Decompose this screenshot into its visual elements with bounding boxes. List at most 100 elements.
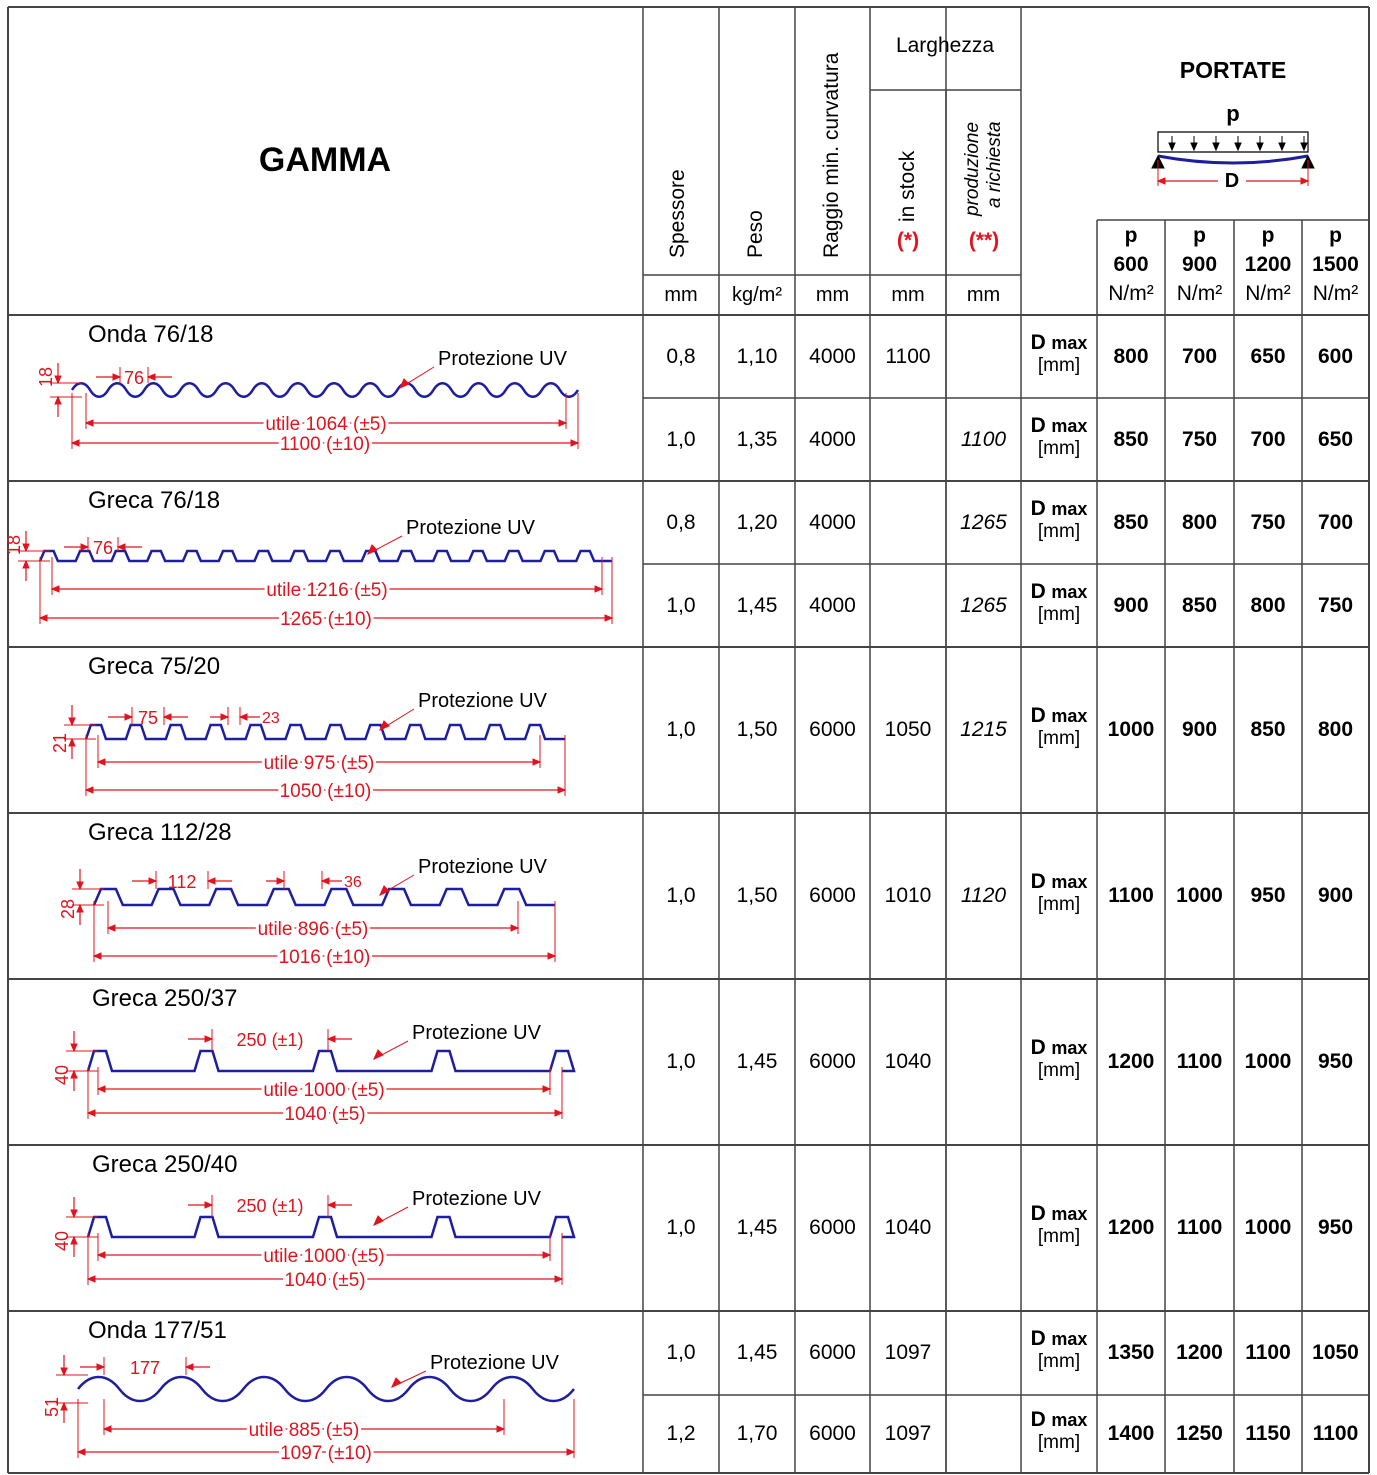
produzione-mark: (**) bbox=[968, 229, 1000, 252]
dimension-arrowhead bbox=[84, 419, 94, 427]
pitch-dimension: 76 bbox=[124, 368, 144, 388]
dmax-label: D max [mm] bbox=[1030, 1036, 1088, 1082]
total-dimension: 1016 (±10) bbox=[279, 947, 371, 968]
peso-value: 1,10 bbox=[736, 344, 778, 368]
richiesta-width-value bbox=[946, 979, 1021, 1145]
load-value: 750 bbox=[1317, 593, 1354, 617]
load-value: 950 bbox=[1250, 884, 1286, 907]
unit-3: mm bbox=[891, 283, 925, 306]
load-value: 600 bbox=[1317, 344, 1354, 368]
load-value: 1150 bbox=[1245, 1422, 1291, 1445]
load-value: 1350 bbox=[1107, 1341, 1155, 1364]
load-value: 750 bbox=[1250, 510, 1286, 534]
profile-shape-1 bbox=[38, 549, 612, 563]
portate-title: PORTATE bbox=[1179, 56, 1287, 83]
beam-load-box bbox=[1157, 131, 1309, 153]
dimension-arrowhead bbox=[76, 903, 84, 913]
dimension-arrowhead bbox=[1156, 177, 1166, 185]
load-value: 1050 bbox=[1312, 1341, 1359, 1364]
dimension-arrowhead bbox=[70, 1043, 78, 1053]
dimension-arrowhead bbox=[112, 373, 122, 381]
stock-width-value bbox=[870, 398, 946, 481]
height-dimension: 28 bbox=[58, 899, 78, 919]
dimension-arrowhead bbox=[570, 439, 580, 447]
load-value: 1100 bbox=[1312, 1422, 1359, 1445]
profile-shape-4 bbox=[86, 1049, 576, 1073]
load-value: 700 bbox=[1250, 427, 1286, 451]
load-value: 1000 bbox=[1244, 1050, 1292, 1073]
peso-value: 1,35 bbox=[736, 427, 778, 451]
dimension-arrowhead bbox=[68, 737, 76, 747]
dimension-arrowhead bbox=[1300, 142, 1308, 152]
load-value: 1200 bbox=[1107, 1050, 1155, 1073]
raggio-value: 6000 bbox=[809, 1216, 856, 1239]
dimension-arrowhead bbox=[96, 1085, 106, 1093]
product-name: Greca 76/18 bbox=[88, 487, 221, 514]
spessore-value: 1,0 bbox=[666, 1216, 696, 1239]
load-value: 900 bbox=[1181, 718, 1218, 741]
uv-leader-arrow bbox=[399, 378, 410, 389]
peso-value: 1,50 bbox=[736, 884, 778, 907]
dimension-arrowhead bbox=[238, 713, 248, 721]
raggio-value: 4000 bbox=[809, 427, 856, 451]
raggio-value: 4000 bbox=[809, 510, 856, 534]
dimension-arrowhead bbox=[184, 1363, 194, 1371]
dimension-arrowhead bbox=[594, 585, 604, 593]
stock-width-value bbox=[870, 481, 946, 564]
pitch-dimension: 250 (±1) bbox=[237, 1196, 304, 1216]
stock-width-value: 1100 bbox=[885, 344, 931, 368]
raggio-value: 6000 bbox=[809, 1341, 856, 1364]
height-dimension: 40 bbox=[52, 1231, 72, 1251]
dimension-arrowhead bbox=[1234, 142, 1242, 152]
uv-protection-label: Protezione UV bbox=[418, 690, 548, 712]
stock-width-value: 1040 bbox=[884, 1216, 932, 1239]
dimension-arrowhead bbox=[38, 614, 48, 622]
dmax-label: D max [mm] bbox=[1030, 1202, 1088, 1248]
dimension-arrowhead bbox=[54, 375, 62, 385]
dimension-arrowhead bbox=[326, 1035, 336, 1043]
beam-diagram-d: D bbox=[1218, 168, 1246, 194]
total-dimension: 1040 (±5) bbox=[284, 1270, 365, 1291]
dimension-arrowhead bbox=[206, 877, 216, 885]
dimension-arrowhead bbox=[76, 881, 84, 891]
profile-shape-5 bbox=[86, 1215, 576, 1239]
dimension-arrowhead bbox=[148, 877, 158, 885]
dimension-arrowhead bbox=[542, 1251, 552, 1259]
dmax-label: D max [mm] bbox=[1030, 496, 1088, 542]
stock-width-value: 1097 bbox=[884, 1422, 932, 1445]
utile-dimension: utile 885 (±5) bbox=[249, 1420, 360, 1441]
dimension-arrowhead bbox=[60, 1401, 68, 1411]
unit-2: mm bbox=[815, 283, 850, 306]
utile-dimension: utile 896 (±5) bbox=[258, 919, 369, 940]
load-value: 650 bbox=[1317, 427, 1354, 451]
dimension-arrowhead bbox=[96, 1363, 106, 1371]
peso-value: 1,20 bbox=[736, 510, 778, 534]
product-name: Greca 250/40 bbox=[92, 1151, 238, 1178]
dimension-arrowhead bbox=[566, 1448, 576, 1456]
load-value: 900 bbox=[1317, 884, 1354, 907]
dimension-arrowhead bbox=[68, 717, 76, 727]
profile-shape-2 bbox=[84, 723, 565, 741]
dimension-arrowhead bbox=[22, 543, 30, 553]
pitch-dimension: 76 bbox=[93, 538, 113, 558]
dimension-arrowhead bbox=[542, 1085, 552, 1093]
load-header-900: p 900 N/m² bbox=[1176, 224, 1223, 305]
richiesta-width-value bbox=[946, 315, 1021, 398]
raggio-value: 6000 bbox=[809, 1422, 856, 1445]
unit-0: mm bbox=[664, 283, 698, 306]
richiesta-width-value bbox=[946, 1145, 1021, 1311]
richiesta-width-value: 1215 bbox=[960, 718, 1007, 741]
dimension-arrowhead bbox=[532, 758, 542, 766]
uv-protection-label: Protezione UV bbox=[438, 348, 568, 370]
profile-shape-6 bbox=[77, 1375, 575, 1403]
load-value: 1100 bbox=[1245, 1341, 1291, 1364]
product-name: Onda 177/51 bbox=[88, 1317, 227, 1344]
dimension-arrowhead bbox=[146, 373, 156, 381]
load-value: 1200 bbox=[1107, 1216, 1155, 1239]
dimension-arrowhead bbox=[496, 1425, 506, 1433]
dimension-arrowhead bbox=[510, 924, 520, 932]
uv-leader-arrow bbox=[391, 1377, 402, 1388]
load-value: 850 bbox=[1250, 718, 1286, 741]
richiesta-width-value: 1265 bbox=[960, 510, 1007, 534]
